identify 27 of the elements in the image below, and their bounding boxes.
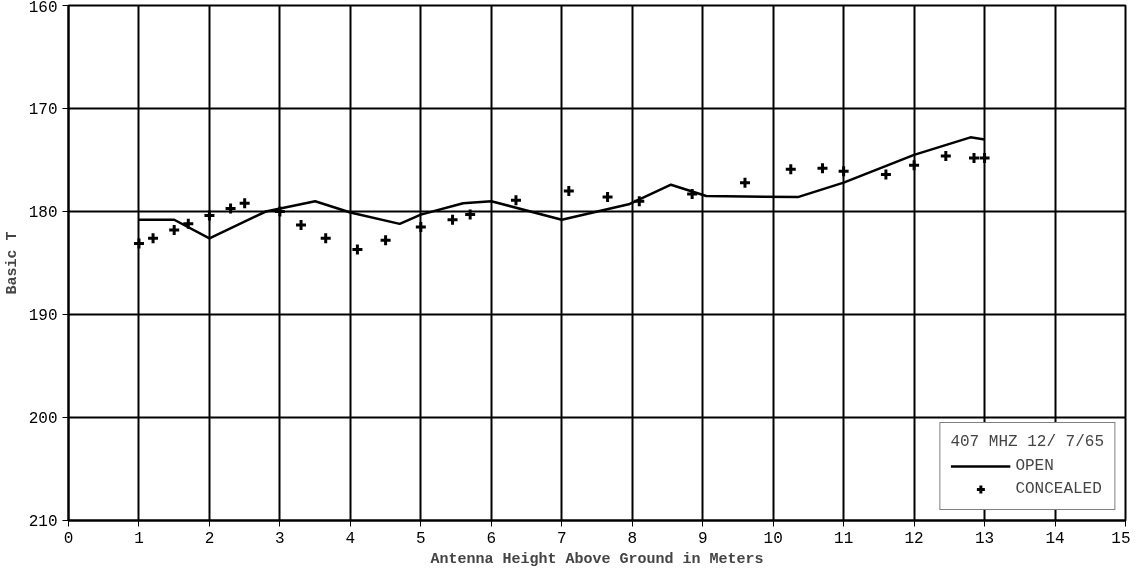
y-tick-label: 170 — [28, 101, 58, 119]
y-tick-label: 190 — [28, 307, 58, 325]
x-tick-label: 12 — [904, 529, 924, 548]
x-tick-label: 13 — [974, 529, 995, 548]
x-tick-label: 3 — [275, 529, 285, 548]
legend-label: OPEN — [1015, 457, 1054, 475]
y-tick-label: 210 — [28, 513, 58, 531]
y-tick-label: 180 — [28, 204, 58, 222]
y-tick-label: 200 — [28, 410, 58, 428]
x-tick-label: 11 — [834, 529, 854, 548]
x-tick-label: 8 — [627, 529, 638, 548]
x-tick-label: 4 — [345, 529, 356, 548]
legend-title: 407 MHZ 12/ 7/65 — [950, 433, 1104, 451]
x-tick-label: 1 — [134, 529, 144, 548]
x-tick-label: 10 — [763, 529, 783, 548]
x-tick-label: 6 — [486, 529, 497, 548]
x-tick-label: 5 — [416, 529, 426, 548]
x-tick-label: 14 — [1045, 529, 1065, 548]
x-tick-label: 9 — [697, 529, 708, 548]
y-axis-title: Basic T — [3, 231, 21, 295]
x-tick-label: 0 — [63, 529, 74, 548]
y-tick-label: 160 — [28, 0, 58, 17]
x-tick-label: 15 — [1111, 529, 1131, 548]
x-axis-title: Antenna Height Above Ground in Meters — [430, 550, 764, 568]
legend-label: CONCEALED — [1015, 480, 1102, 498]
x-tick-label: 7 — [556, 529, 567, 548]
x-tick-label: 2 — [204, 529, 215, 548]
